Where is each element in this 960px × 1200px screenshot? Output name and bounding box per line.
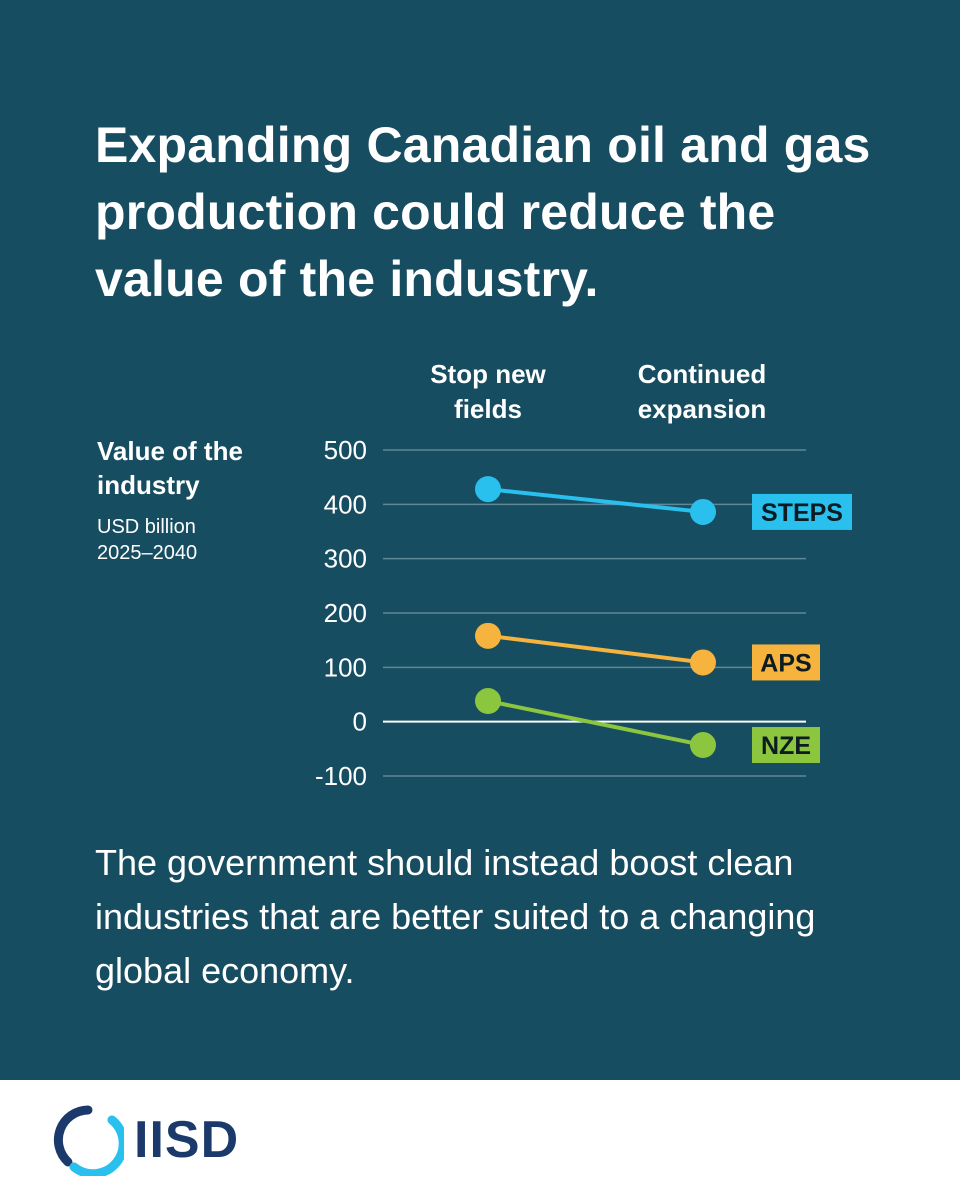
y-tick-label: 400 bbox=[324, 489, 367, 519]
data-point-aps bbox=[690, 649, 716, 676]
data-point-aps bbox=[475, 622, 501, 649]
chart: 500 400 300 200 100 0 -100 STEPS APS NZE bbox=[315, 435, 852, 791]
series-tag-steps bbox=[752, 493, 852, 530]
data-point-nze bbox=[475, 688, 501, 715]
y-tick-label: 300 bbox=[324, 544, 367, 574]
y-tick-label: 0 bbox=[353, 707, 367, 737]
data-point-steps bbox=[475, 476, 501, 503]
series-tag-nze bbox=[752, 727, 820, 764]
series-line-aps bbox=[487, 633, 704, 665]
series-line-steps bbox=[487, 487, 704, 514]
y-tick-label: -100 bbox=[315, 761, 367, 791]
y-tick-label: 200 bbox=[324, 598, 367, 628]
data-point-nze bbox=[690, 732, 716, 759]
background-panel bbox=[0, 0, 960, 1080]
series-label-steps: STEPS bbox=[761, 499, 843, 527]
footer-text: The government should instead boost clea… bbox=[95, 842, 816, 991]
y-tick-label: 500 bbox=[324, 435, 367, 465]
iisd-logo-icon bbox=[53, 1105, 124, 1176]
data-point-steps bbox=[690, 498, 716, 525]
series-label-nze: NZE bbox=[761, 732, 811, 760]
category-label-stop-new-fields: Stop new fields bbox=[430, 359, 546, 424]
series-line-nze bbox=[487, 699, 704, 747]
logo-text: IISD bbox=[134, 1111, 240, 1169]
series-label-aps: APS bbox=[760, 649, 811, 677]
headline: Expanding Canadian oil and gas productio… bbox=[95, 117, 871, 307]
category-label-continued-expansion: Continued expansion bbox=[637, 359, 767, 424]
footer-bar bbox=[0, 1080, 960, 1200]
y-axis-units: USD billion 2025–2040 bbox=[97, 516, 198, 564]
y-axis-title: Value of the industry bbox=[97, 436, 243, 500]
y-tick-label: 100 bbox=[324, 652, 367, 682]
series-tag-aps bbox=[752, 644, 820, 681]
